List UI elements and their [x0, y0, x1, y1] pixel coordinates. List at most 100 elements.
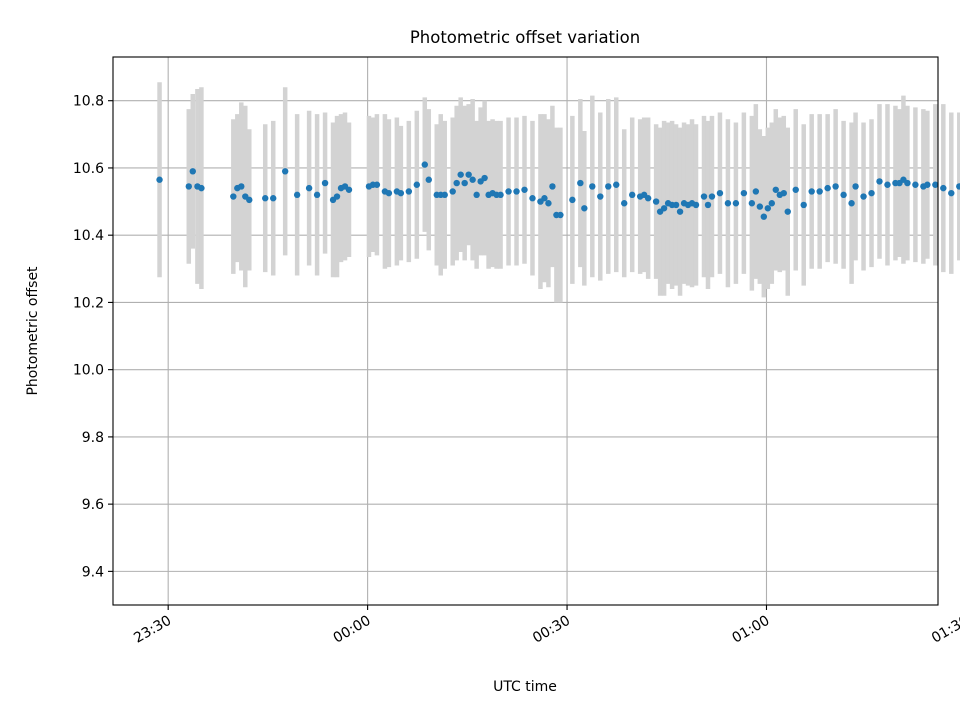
y-tick-label: 10.6: [73, 161, 104, 177]
data-point: [748, 200, 756, 207]
data-point: [505, 188, 512, 195]
data-point: [333, 193, 341, 200]
y-tick-label: 9.6: [82, 497, 104, 513]
y-tick-label: 10.4: [73, 228, 104, 244]
data-point: [940, 184, 947, 192]
data-point: [876, 178, 883, 185]
data-point: [832, 183, 839, 190]
data-point: [644, 195, 652, 202]
data-point: [469, 176, 476, 183]
data-point: [868, 189, 875, 197]
data-point: [904, 179, 911, 187]
data-point: [724, 200, 732, 207]
data-point: [305, 184, 313, 192]
data-point: [772, 186, 779, 193]
data-point: [597, 193, 604, 200]
data-point: [848, 200, 855, 207]
data-point: [760, 213, 768, 220]
data-point: [557, 211, 564, 219]
data-point: [230, 193, 237, 200]
data-point: [198, 184, 205, 192]
data-point: [262, 195, 269, 202]
data-point: [577, 179, 584, 187]
data-point: [156, 176, 163, 183]
data-point: [784, 208, 791, 215]
data-point: [956, 183, 960, 190]
data-point: [481, 174, 488, 182]
plot-frame: [112, 56, 939, 606]
y-tick-label: 10.8: [73, 94, 104, 110]
data-point: [425, 176, 432, 183]
data-point: [521, 186, 528, 193]
data-point: [676, 208, 684, 215]
data-point: [461, 179, 468, 187]
data-point: [545, 200, 552, 207]
y-axis-label: Photometric offset: [25, 266, 41, 396]
data-point: [589, 183, 596, 190]
y-axis: 9.4 9.6 9.8 10.0 10.2 10.4 10.6 10.8: [73, 94, 113, 580]
data-point: [780, 189, 787, 197]
data-point: [189, 168, 196, 175]
data-point: [764, 205, 772, 212]
data-point: [405, 188, 413, 195]
data-point: [768, 200, 776, 207]
data-point: [740, 189, 748, 197]
y-tick-label: 10.2: [73, 295, 104, 311]
data-point: [473, 191, 480, 199]
data-point: [732, 200, 740, 207]
data-point: [692, 201, 700, 209]
data-point: [270, 195, 277, 202]
data-point: [321, 179, 329, 187]
data-point: [246, 196, 253, 204]
data-point: [281, 168, 289, 175]
data-point: [816, 188, 823, 195]
data-point: [497, 191, 504, 199]
data-point: [293, 191, 301, 199]
data-point: [752, 188, 760, 195]
data-point: [185, 183, 192, 190]
data-point: [613, 181, 620, 188]
data-point: [700, 193, 708, 200]
y-tick-label: 9.4: [82, 564, 104, 580]
data-point: [449, 188, 456, 195]
data-point: [708, 193, 716, 200]
data-point: [704, 201, 712, 209]
data-point: [569, 196, 576, 204]
data-point: [313, 191, 321, 199]
data-point: [852, 183, 859, 190]
data-point: [840, 191, 847, 199]
chart-title: Photometric offset variation: [410, 28, 640, 47]
data-point: [465, 171, 472, 178]
data-point: [413, 181, 421, 188]
data-point: [453, 179, 460, 187]
data-point: [549, 183, 556, 190]
x-axis-label: UTC time: [493, 679, 557, 695]
data-point: [884, 181, 891, 188]
data-point: [605, 183, 612, 190]
data-point: [373, 181, 381, 188]
data-point: [441, 191, 448, 199]
data-point: [912, 181, 919, 188]
data-point: [529, 195, 536, 202]
data-point: [621, 200, 628, 207]
data-point: [581, 205, 588, 212]
data-point: [860, 193, 867, 200]
data-point: [541, 195, 548, 202]
data-point: [397, 189, 405, 197]
data-point: [932, 181, 939, 188]
data-point: [385, 189, 393, 197]
data-point: [808, 188, 815, 195]
y-tick-label: 10.0: [73, 363, 104, 379]
data-point: [238, 183, 245, 190]
data-point: [672, 201, 680, 209]
data-point: [660, 205, 668, 212]
data-point: [800, 201, 807, 209]
y-tick-label: 9.8: [82, 430, 104, 446]
data-point: [924, 181, 931, 188]
data-point: [513, 188, 520, 195]
data-point: [345, 186, 353, 193]
data-point: [792, 186, 799, 193]
data-point: [628, 191, 636, 199]
data-point: [421, 161, 428, 168]
